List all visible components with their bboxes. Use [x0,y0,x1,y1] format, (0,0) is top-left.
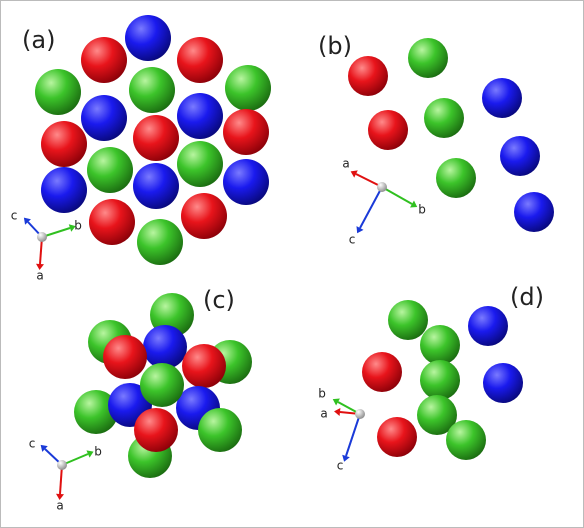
axis-arrowhead [342,454,350,462]
axis-arrowhead [68,224,76,232]
axis-arrow [345,413,361,457]
atom [89,199,135,245]
axis-arrowhead [56,493,64,500]
atom [417,395,457,435]
atom [74,390,118,434]
axis-arrowhead [334,408,341,416]
atom [140,363,184,407]
axis-arrowhead [36,263,44,270]
atom [133,115,179,161]
axis-origin [377,182,387,192]
atom [368,110,408,150]
atom [408,38,448,78]
atom [137,219,183,265]
panel-label: (d) [510,283,544,311]
axis-arrowhead [40,444,48,452]
atom [182,344,226,388]
atom [125,15,171,61]
atom [388,300,428,340]
axis-label: a [320,407,327,421]
atom [177,93,223,139]
axis-label: b [418,203,426,217]
atom [446,420,486,460]
atom [482,78,522,118]
atom [225,65,271,111]
atom [177,141,223,187]
axis-arrowhead [410,200,418,208]
atom [103,335,147,379]
panel-label: (b) [318,32,352,60]
axis-label: b [74,219,82,233]
panel-label: (c) [203,286,235,314]
axis-label: c [11,209,18,223]
axis-label: c [349,233,356,247]
axis-label: c [29,437,36,451]
axis-arrowhead [350,170,358,178]
atom [181,193,227,239]
atom [223,159,269,205]
axis-origin [57,460,67,470]
atom [424,98,464,138]
atom [35,69,81,115]
axis-arrowhead [23,217,31,225]
axis-label: c [337,459,344,473]
atom [81,37,127,83]
atom [41,167,87,213]
axis-arrowhead [86,450,94,458]
atom [420,360,460,400]
axis-origin [355,409,365,419]
atom [133,163,179,209]
atom [223,109,269,155]
atom [436,158,476,198]
panel-label: (a) [22,26,55,54]
atom [420,325,460,365]
atom [468,306,508,346]
axis-arrowhead [356,226,364,234]
atom [41,121,87,167]
atom [134,408,178,452]
axis-label: b [94,445,102,459]
atom [177,37,223,83]
atom [143,325,187,369]
axis-arrow [359,186,383,229]
axis-label: a [36,269,43,283]
axis-arrowhead [332,398,340,406]
atom [348,56,388,96]
atom [483,363,523,403]
axis-origin [37,232,47,242]
axis-label: b [318,387,326,401]
atom [500,136,540,176]
axis-arrow [381,186,413,205]
axis-label: a [56,499,63,513]
atom [362,352,402,392]
axis-label: a [342,157,349,171]
atom [129,67,175,113]
atom [87,147,133,193]
atom [198,408,242,452]
atom [514,192,554,232]
atom [81,95,127,141]
atom [377,417,417,457]
